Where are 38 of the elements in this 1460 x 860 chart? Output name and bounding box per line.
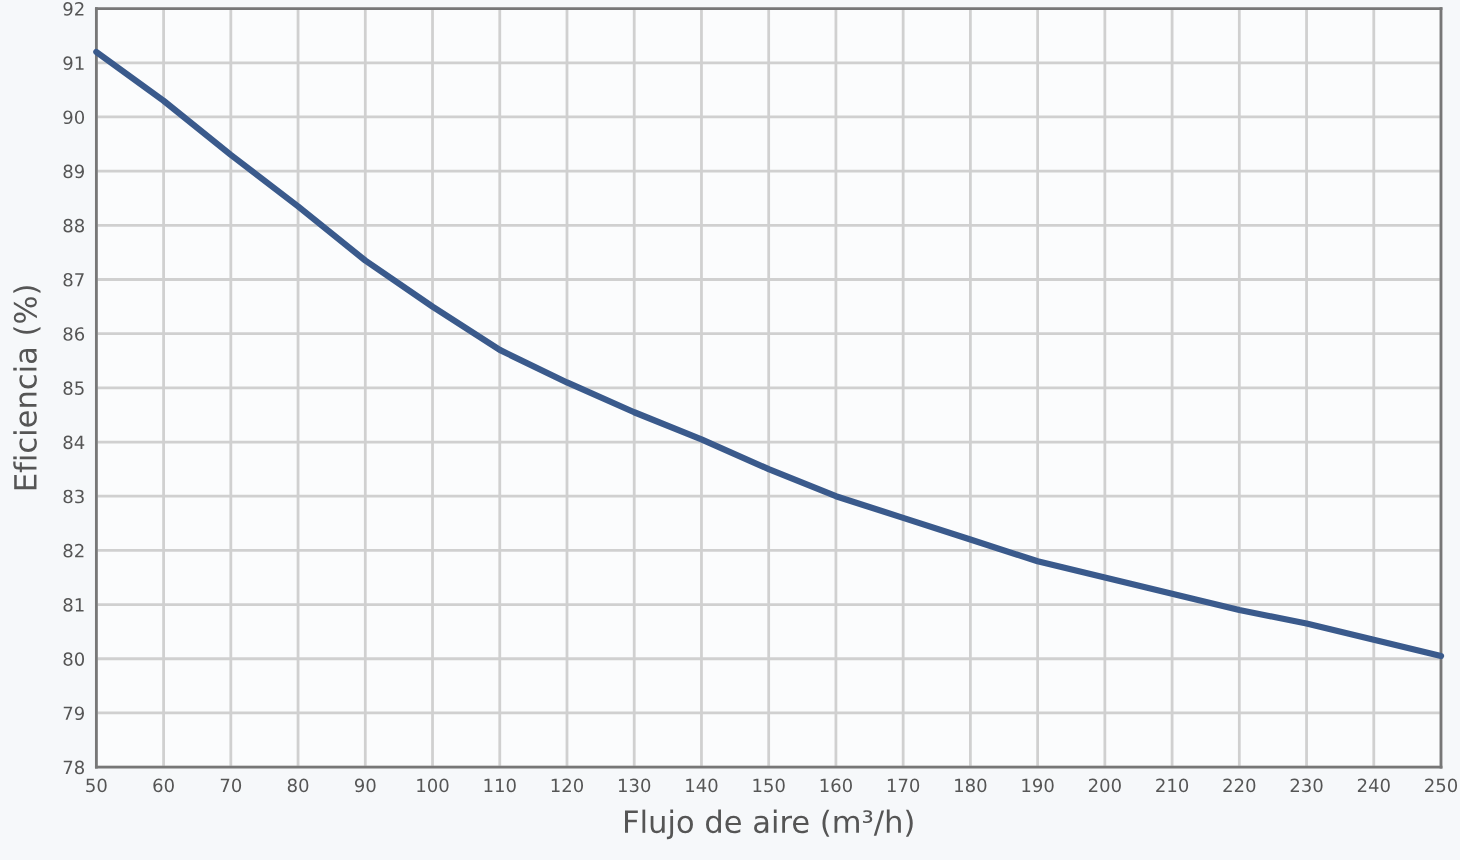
y-tick-label: 84: [63, 435, 85, 450]
y-tick-label: 82: [63, 543, 84, 558]
x-tick-label: 120: [551, 778, 584, 793]
y-tick-label: 91: [63, 56, 84, 70]
x-tick-label: 140: [686, 778, 718, 793]
y-tick-label: 85: [63, 381, 84, 395]
x-tick-label: 70: [220, 778, 242, 793]
x-tick-label: 150: [753, 778, 785, 793]
x-tick-label: 60: [153, 778, 174, 793]
x-tick-label: 160: [820, 778, 852, 793]
y-tick-label: 90: [63, 110, 85, 125]
x-tick-label: 90: [354, 778, 376, 793]
x-tick-label: 170: [887, 778, 920, 793]
x-tick-label: 250: [1425, 778, 1458, 793]
x-tick-label: 180: [955, 778, 987, 793]
y-tick-label: 89: [63, 164, 84, 179]
x-tick-label: 80: [287, 778, 309, 793]
y-tick-label: 88: [63, 218, 85, 233]
y-tick-label: 92: [63, 2, 84, 16]
x-axis-title: Flujo de aire (m³/h): [625, 809, 913, 840]
y-axis-title: Eficiencia (%): [13, 286, 41, 490]
x-tick-label: 220: [1223, 778, 1256, 793]
x-tick-label: 130: [618, 778, 651, 793]
y-tick-label: 81: [63, 598, 84, 612]
x-tick-label: 210: [1156, 778, 1189, 793]
y-tick-label: 80: [63, 652, 85, 666]
x-tick-label: 100: [417, 778, 449, 793]
y-tick-label: 83: [63, 489, 84, 504]
x-tick-label: 190: [1022, 778, 1054, 793]
y-tick-label: 87: [63, 272, 84, 287]
y-tick-label: 79: [63, 706, 84, 721]
x-tick-label: 200: [1088, 778, 1121, 793]
y-tick-label: 78: [63, 760, 85, 775]
x-tick-label: 230: [1290, 778, 1323, 793]
y-tick-label: 86: [63, 327, 85, 341]
x-tick-label: 240: [1357, 778, 1390, 793]
x-tick-label: 110: [484, 778, 516, 793]
x-tick-label: 50: [86, 778, 107, 793]
